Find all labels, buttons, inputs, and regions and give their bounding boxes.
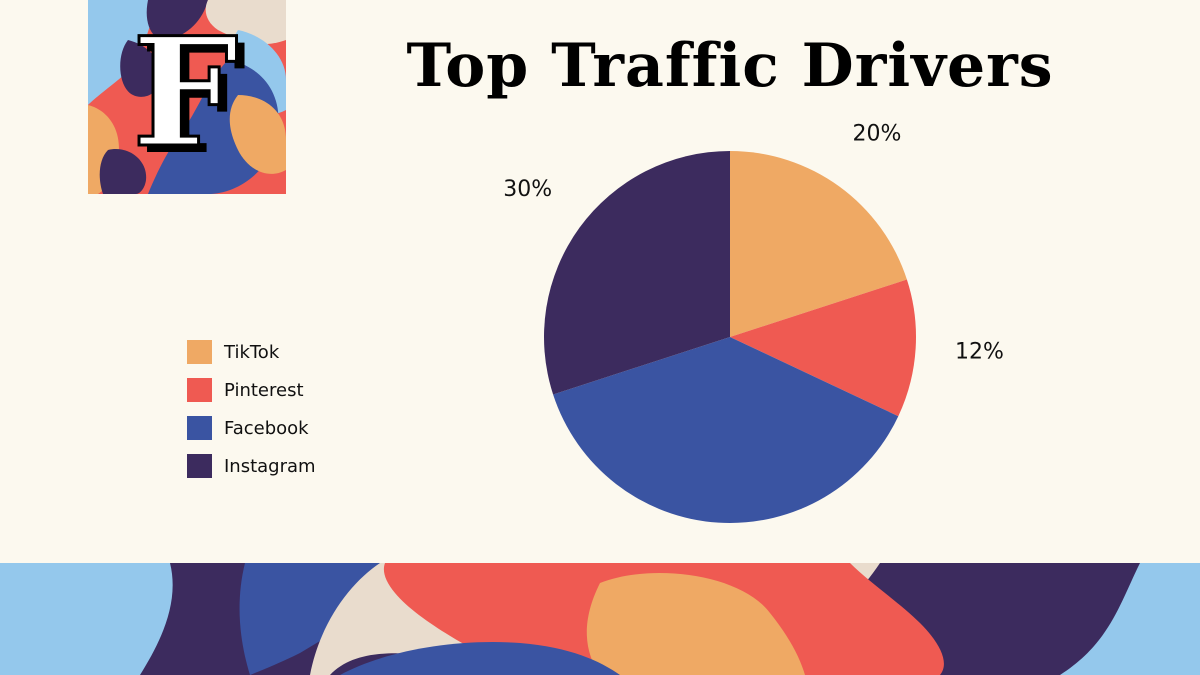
decorative-bottom-band bbox=[0, 563, 1200, 675]
legend-swatch-facebook bbox=[187, 416, 212, 440]
chart-legend: TikTok Pinterest Facebook Instagram bbox=[187, 340, 387, 492]
pie-slices bbox=[544, 151, 916, 524]
pie-chart: 20%12%38%30% bbox=[503, 122, 1004, 524]
legend-item-instagram: Instagram bbox=[187, 454, 387, 478]
pie-data-labels: 20%12%38%30% bbox=[503, 122, 1004, 365]
legend-label-pinterest: Pinterest bbox=[224, 379, 304, 401]
pie-slice-pinterest bbox=[730, 279, 916, 417]
brand-logo: F F bbox=[88, 0, 286, 194]
legend-swatch-tiktok bbox=[187, 340, 212, 364]
logo-graphic: F F bbox=[88, 0, 286, 194]
logo-letter: F bbox=[132, 5, 239, 181]
legend-swatch-instagram bbox=[187, 454, 212, 478]
legend-item-pinterest: Pinterest bbox=[187, 378, 387, 402]
pie-slice-instagram bbox=[544, 151, 730, 395]
pie-slice-facebook bbox=[553, 337, 899, 524]
legend-label-facebook: Facebook bbox=[224, 417, 309, 439]
logo-letter-shadow: F bbox=[140, 12, 247, 188]
data-label-instagram: 30% bbox=[503, 177, 552, 202]
legend-item-facebook: Facebook bbox=[187, 416, 387, 440]
legend-item-tiktok: TikTok bbox=[187, 340, 387, 364]
legend-label-instagram: Instagram bbox=[224, 455, 316, 477]
decorative-shapes bbox=[0, 563, 1200, 675]
data-label-pinterest: 12% bbox=[955, 340, 1004, 365]
pie-slice-tiktok bbox=[730, 151, 907, 337]
data-label-tiktok: 20% bbox=[852, 122, 901, 147]
legend-swatch-pinterest bbox=[187, 378, 212, 402]
page-title: Top Traffic Drivers bbox=[406, 31, 1054, 101]
legend-label-tiktok: TikTok bbox=[224, 341, 280, 363]
